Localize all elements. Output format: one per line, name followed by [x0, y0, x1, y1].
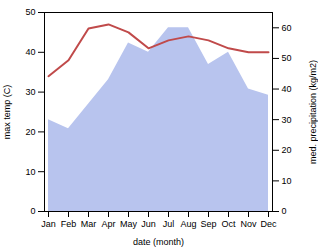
svg-text:med. precipitation (kg/m2): med. precipitation (kg/m2)	[308, 60, 318, 164]
svg-text:50: 50	[25, 7, 35, 17]
svg-text:Jan: Jan	[41, 219, 56, 229]
svg-text:Jul: Jul	[163, 219, 175, 229]
svg-text:10: 10	[25, 167, 35, 177]
svg-text:40: 40	[25, 47, 35, 57]
svg-text:Mar: Mar	[81, 219, 97, 229]
svg-text:20: 20	[25, 127, 35, 137]
svg-text:Nov: Nov	[240, 219, 257, 229]
svg-text:10: 10	[282, 176, 292, 186]
svg-text:0: 0	[30, 206, 35, 216]
svg-text:Feb: Feb	[61, 219, 77, 229]
svg-text:30: 30	[25, 87, 35, 97]
svg-text:50: 50	[282, 53, 292, 63]
svg-text:Dec: Dec	[260, 219, 277, 229]
svg-text:May: May	[120, 219, 138, 229]
svg-text:Aug: Aug	[180, 219, 196, 229]
svg-text:Oct: Oct	[221, 219, 236, 229]
svg-text:60: 60	[282, 23, 292, 33]
svg-text:40: 40	[282, 84, 292, 94]
svg-text:max temp (C): max temp (C)	[2, 85, 12, 140]
svg-text:20: 20	[282, 145, 292, 155]
svg-text:Sep: Sep	[200, 219, 216, 229]
svg-text:date (month): date (month)	[133, 237, 184, 247]
svg-text:Jun: Jun	[141, 219, 156, 229]
svg-text:Apr: Apr	[101, 219, 115, 229]
svg-text:0: 0	[282, 206, 287, 216]
svg-text:30: 30	[282, 115, 292, 125]
